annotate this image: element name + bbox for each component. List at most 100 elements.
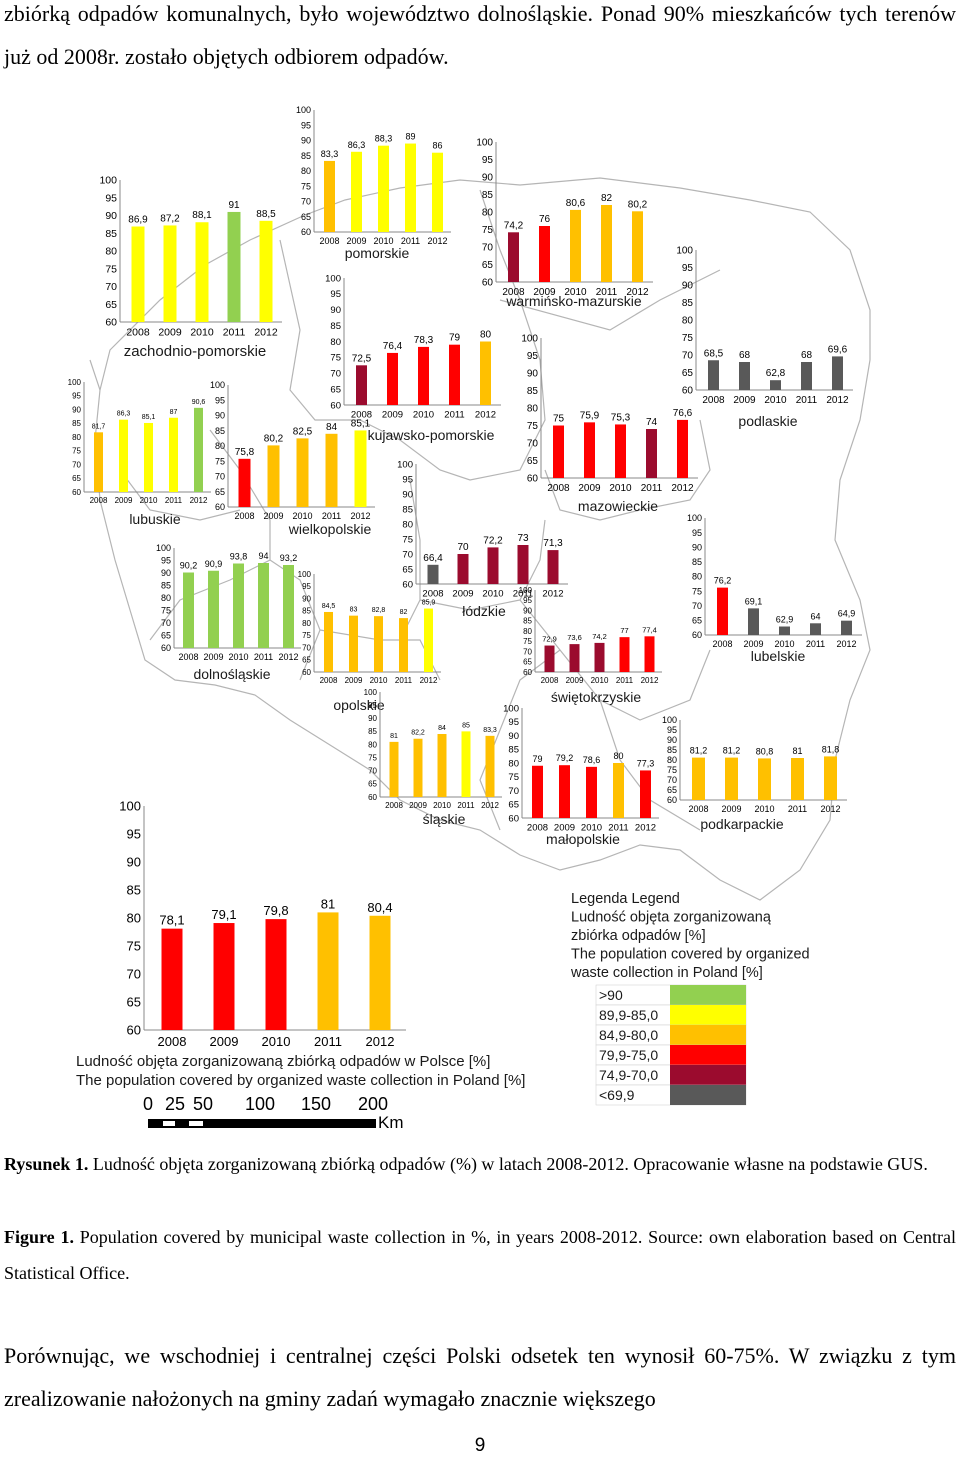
y-tick-label: 60 [682, 386, 694, 397]
region-label: lubelskie [751, 648, 806, 664]
bar [427, 564, 439, 584]
y-tick-label: 100 [298, 570, 312, 579]
y-tick-label: 95 [527, 351, 539, 362]
y-tick-label: 100 [676, 246, 693, 257]
caption-polish-text: Ludność objęta zorganizowaną zbiórką odp… [92, 1154, 928, 1174]
bar-value-label: 74 [646, 417, 658, 428]
y-tick-label: 75 [301, 181, 311, 191]
x-tick-label: 2008 [351, 410, 372, 421]
bar [640, 770, 651, 818]
x-tick-label: 2012 [836, 639, 856, 649]
scale-bar-segment [163, 1121, 175, 1126]
y-tick-label: 70 [692, 601, 702, 611]
y-tick-label: 90 [523, 606, 532, 615]
bar [267, 445, 280, 507]
y-tick-label: 80 [127, 911, 141, 926]
bar-value-label: 84,5 [322, 603, 336, 610]
bar-value-label: 79 [449, 333, 461, 344]
bar-value-label: 80,6 [566, 198, 586, 209]
y-tick-label: 70 [105, 281, 117, 293]
bar [283, 565, 294, 648]
x-tick-label: 2008 [90, 496, 108, 505]
y-tick-label: 90 [508, 731, 519, 742]
y-tick-label: 65 [127, 995, 141, 1010]
x-tick-label: 2012 [278, 652, 298, 662]
bar [748, 608, 759, 635]
y-tick-label: 60 [127, 1023, 141, 1038]
chart-title: Ludność objęta zorganizowaną zbiórką odp… [76, 1053, 490, 1070]
x-tick-label: 2012 [826, 395, 849, 406]
scale-bar-segment [189, 1121, 203, 1126]
bar-value-label: 62,8 [766, 368, 786, 379]
bar [317, 912, 339, 1030]
y-tick-label: 80 [523, 627, 532, 636]
x-tick-label: 2009 [346, 236, 366, 246]
region-label: lubuskie [129, 511, 181, 527]
bar-value-label: 68 [739, 350, 751, 361]
y-tick-label: 85 [161, 581, 171, 591]
y-tick-label: 90 [127, 855, 141, 870]
y-tick-label: 80 [105, 246, 117, 258]
caption-polish-label: Rysunek 1. [4, 1154, 89, 1174]
y-tick-label: 60 [368, 793, 377, 802]
y-tick-label: 95 [72, 392, 81, 401]
y-tick-label: 70 [667, 775, 677, 785]
x-tick-label: 2009 [733, 395, 756, 406]
scale-tick-label: 200 [358, 1094, 388, 1114]
bar-value-label: 73,6 [567, 633, 582, 642]
bar [258, 563, 269, 648]
y-tick-label: 65 [402, 564, 413, 575]
bar-value-label: 76 [539, 214, 551, 225]
y-tick-label: 60 [523, 668, 532, 677]
y-tick-label: 85 [523, 617, 532, 626]
bar-value-label: 74,2 [592, 632, 607, 641]
y-tick-label: 70 [368, 767, 377, 776]
x-tick-label: 2011 [395, 676, 413, 685]
y-tick-label: 75 [692, 586, 702, 596]
y-tick-label: 95 [667, 725, 677, 735]
bar-value-label: 91 [228, 200, 240, 211]
y-tick-label: 60 [161, 643, 171, 653]
legend-class-label: <69,9 [599, 1087, 635, 1103]
bar [349, 615, 358, 672]
x-tick-label: 2010 [433, 801, 451, 810]
y-tick-label: 75 [127, 939, 141, 954]
bar-value-label: 80,2 [628, 199, 648, 210]
x-tick-label: 2008 [385, 801, 403, 810]
bar-value-label: 94 [258, 551, 268, 561]
chart-5: 60 65 70 75 80 85 90 95 100 81,7 2008 86,3 2009 85,1 2… [68, 378, 211, 527]
bar-value-label: 80 [613, 751, 623, 761]
bar-value-label: 82,8 [372, 607, 386, 614]
x-tick-label: 2012 [671, 483, 694, 494]
x-tick-label: 2011 [444, 410, 464, 421]
bar-value-label: 79 [532, 754, 542, 764]
scale-tick-label: 150 [301, 1094, 331, 1114]
scale-bar-body [148, 1119, 376, 1128]
bar-value-label: 81,8 [822, 744, 840, 754]
chart-12: 60 65 70 75 80 85 90 95 100 76,2 2008 69,1 2009 62,9 2… [687, 513, 862, 664]
bar [378, 145, 389, 232]
y-tick-label: 65 [667, 785, 677, 795]
y-tick-label: 80 [527, 404, 539, 415]
y-tick-label: 85 [105, 228, 117, 240]
x-tick-label: 2011 [165, 496, 183, 505]
scale-unit-label: Km [378, 1113, 404, 1132]
bar [369, 915, 391, 1030]
bar-value-label: 64 [810, 611, 820, 621]
x-tick-label: 2008 [319, 236, 339, 246]
bar-value-label: 88,5 [256, 209, 276, 220]
y-tick-label: 65 [692, 616, 702, 626]
y-tick-label: 65 [72, 474, 81, 483]
x-tick-label: 2008 [126, 327, 150, 339]
x-tick-label: 2012 [190, 496, 208, 505]
x-tick-label: 2009 [210, 1034, 239, 1049]
x-tick-label: 2011 [641, 483, 663, 494]
bar [570, 209, 581, 282]
bar-value-label: 81,2 [690, 746, 708, 756]
x-tick-label: 2011 [796, 395, 818, 406]
legend-title-line: Ludność objęta zorganizowaną [571, 910, 772, 926]
bar-value-label: 82 [601, 193, 613, 204]
bar-value-label: 81,7 [92, 423, 106, 430]
y-tick-label: 90 [301, 136, 311, 146]
